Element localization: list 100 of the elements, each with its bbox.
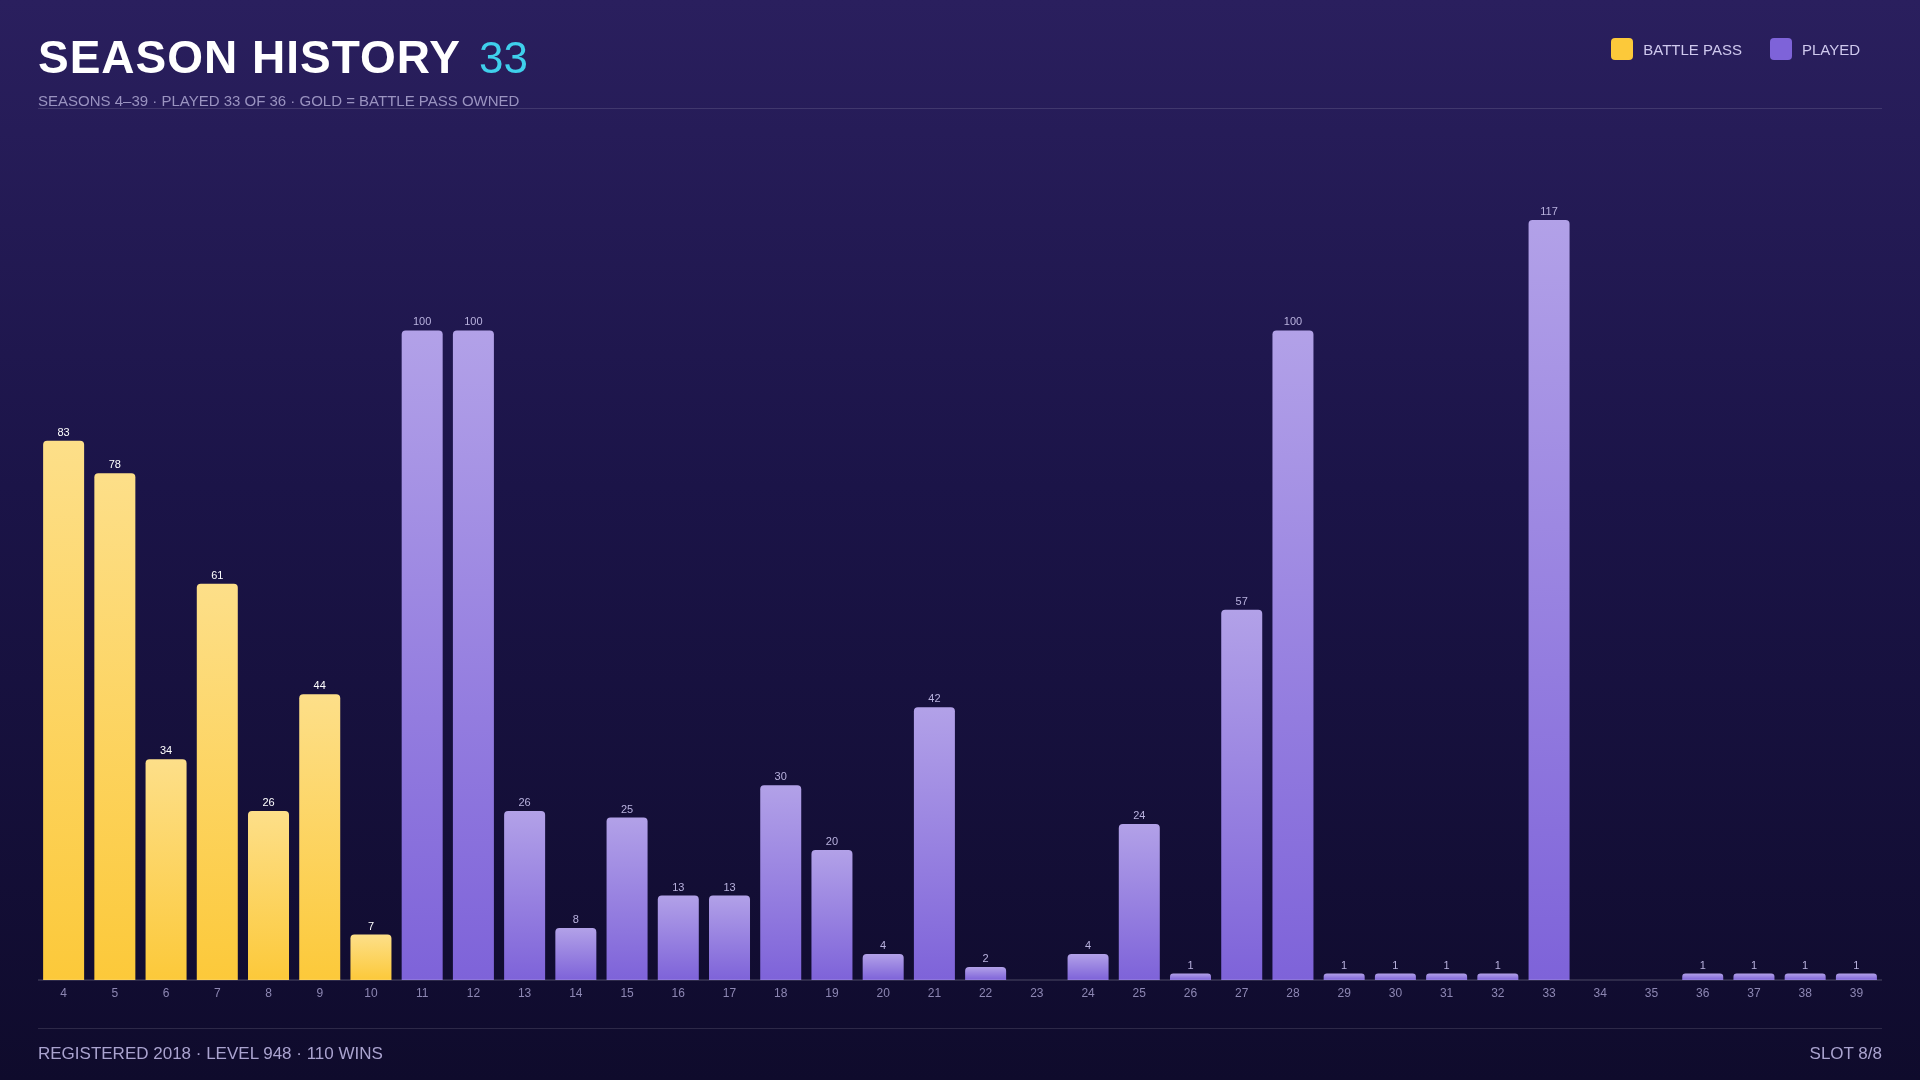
x-tick-label: 25 — [1132, 985, 1147, 1000]
bar — [299, 694, 341, 980]
x-tick-label: 10 — [364, 985, 378, 1000]
chart-title: SEASON HISTORY — [38, 30, 461, 84]
bar — [1835, 973, 1877, 980]
data-label: 61 — [211, 568, 224, 581]
bar — [811, 850, 853, 980]
data-label: 30 — [774, 770, 787, 783]
bar — [1374, 973, 1416, 980]
data-label: 24 — [1133, 809, 1146, 822]
x-tick-label: 29 — [1337, 985, 1352, 1000]
x-tick-label: 35 — [1644, 985, 1659, 1000]
bar — [606, 817, 648, 980]
bar — [913, 707, 955, 980]
data-label: 1 — [1750, 958, 1758, 971]
x-tick-label: 19 — [825, 985, 839, 1000]
data-label: 117 — [1540, 205, 1558, 217]
data-label: 100 — [1283, 315, 1303, 328]
x-tick-label: 14 — [569, 985, 583, 1000]
x-tick-label: 28 — [1286, 985, 1300, 1000]
data-label: 1 — [1443, 958, 1450, 971]
data-label: 13 — [672, 880, 685, 893]
data-label: 4 — [1085, 939, 1092, 952]
x-tick-label: 34 — [1593, 985, 1608, 1000]
x-tick-label: 18 — [774, 985, 788, 1000]
x-tick-label: 26 — [1183, 985, 1198, 1000]
data-label: 13 — [723, 880, 736, 893]
data-label: 26 — [518, 796, 531, 809]
x-tick-label: 27 — [1235, 985, 1249, 1000]
x-tick-label: 15 — [620, 985, 635, 1000]
x-tick-label: 17 — [722, 985, 737, 1000]
data-label: 1 — [1341, 958, 1348, 971]
x-tick-label: 24 — [1081, 985, 1096, 1000]
x-tick-label: 9 — [316, 985, 324, 1000]
legend-label: BATTLE PASS — [1642, 39, 1742, 60]
x-tick-label: 23 — [1030, 985, 1044, 1000]
data-label: 100 — [464, 315, 483, 328]
bar — [452, 330, 494, 980]
x-tick-label: 6 — [162, 985, 170, 1000]
data-label: 1 — [1699, 958, 1706, 971]
data-label: 83 — [57, 425, 70, 438]
data-label: 1 — [1802, 958, 1809, 971]
data-label: 44 — [313, 679, 326, 692]
bar — [1118, 824, 1160, 980]
data-label: 7 — [367, 919, 375, 932]
legend-label: PLAYED — [1800, 39, 1860, 60]
bar — [555, 928, 597, 980]
x-tick-label: 21 — [927, 985, 942, 1000]
bar — [1323, 973, 1365, 980]
bar — [760, 785, 802, 980]
x-tick-label: 16 — [671, 985, 686, 1000]
bar — [248, 811, 290, 980]
bar — [862, 954, 904, 980]
x-tick-label: 4 — [60, 985, 68, 1000]
data-label: 1 — [1853, 958, 1860, 971]
x-tick-label: 32 — [1491, 985, 1505, 1000]
data-label: 1 — [1392, 958, 1399, 971]
text: REGISTERED 2018 · LEVEL 948 · 110 WINS — [38, 1044, 383, 1064]
bar — [196, 583, 238, 980]
bar — [43, 440, 85, 980]
x-tick-label: 39 — [1849, 985, 1864, 1000]
bar — [94, 473, 136, 980]
data-label: 4 — [880, 939, 887, 952]
x-tick-label: 30 — [1388, 985, 1403, 1000]
chart-subtitle: SEASONS 4–39 · PLAYED 33 OF 36 · GOLD = BATTLE PASS OWNED — [38, 92, 520, 109]
data-label: 1 — [1494, 958, 1501, 971]
bar — [1426, 973, 1468, 980]
x-tick-label: 8 — [265, 985, 273, 1000]
x-tick-label: 22 — [978, 985, 993, 1000]
x-tick-label: 38 — [1798, 985, 1813, 1000]
x-tick-label: 37 — [1747, 985, 1761, 1000]
x-tick-label: 11 — [415, 985, 429, 1000]
bar — [1067, 954, 1109, 980]
text: SLOT 8/8 — [1809, 1044, 1882, 1064]
data-label: 57 — [1235, 594, 1248, 607]
data-label: 100 — [413, 315, 432, 328]
data-label: 42 — [928, 692, 941, 705]
x-tick-label: 13 — [517, 985, 532, 1000]
data-label: 78 — [108, 458, 121, 471]
x-tick-label: 33 — [1542, 985, 1557, 1000]
bar — [1733, 973, 1775, 980]
data-label: 1 — [1187, 958, 1194, 971]
bar — [401, 330, 443, 980]
bar — [709, 895, 751, 980]
x-tick-label: 12 — [466, 985, 481, 1000]
bar — [1682, 973, 1724, 980]
data-label: 26 — [262, 796, 275, 809]
data-label: 2 — [982, 952, 989, 965]
x-tick-label: 7 — [213, 985, 221, 1000]
bar — [1170, 973, 1212, 980]
bar — [504, 811, 546, 980]
x-tick-label: 36 — [1696, 985, 1710, 1000]
bar — [145, 759, 187, 980]
data-label: 25 — [620, 802, 634, 815]
bar — [1272, 330, 1314, 980]
x-tick-label: 31 — [1439, 985, 1454, 1000]
bar — [1784, 973, 1826, 980]
bar — [1477, 973, 1519, 980]
bar — [965, 967, 1007, 980]
data-label: 20 — [825, 835, 839, 848]
